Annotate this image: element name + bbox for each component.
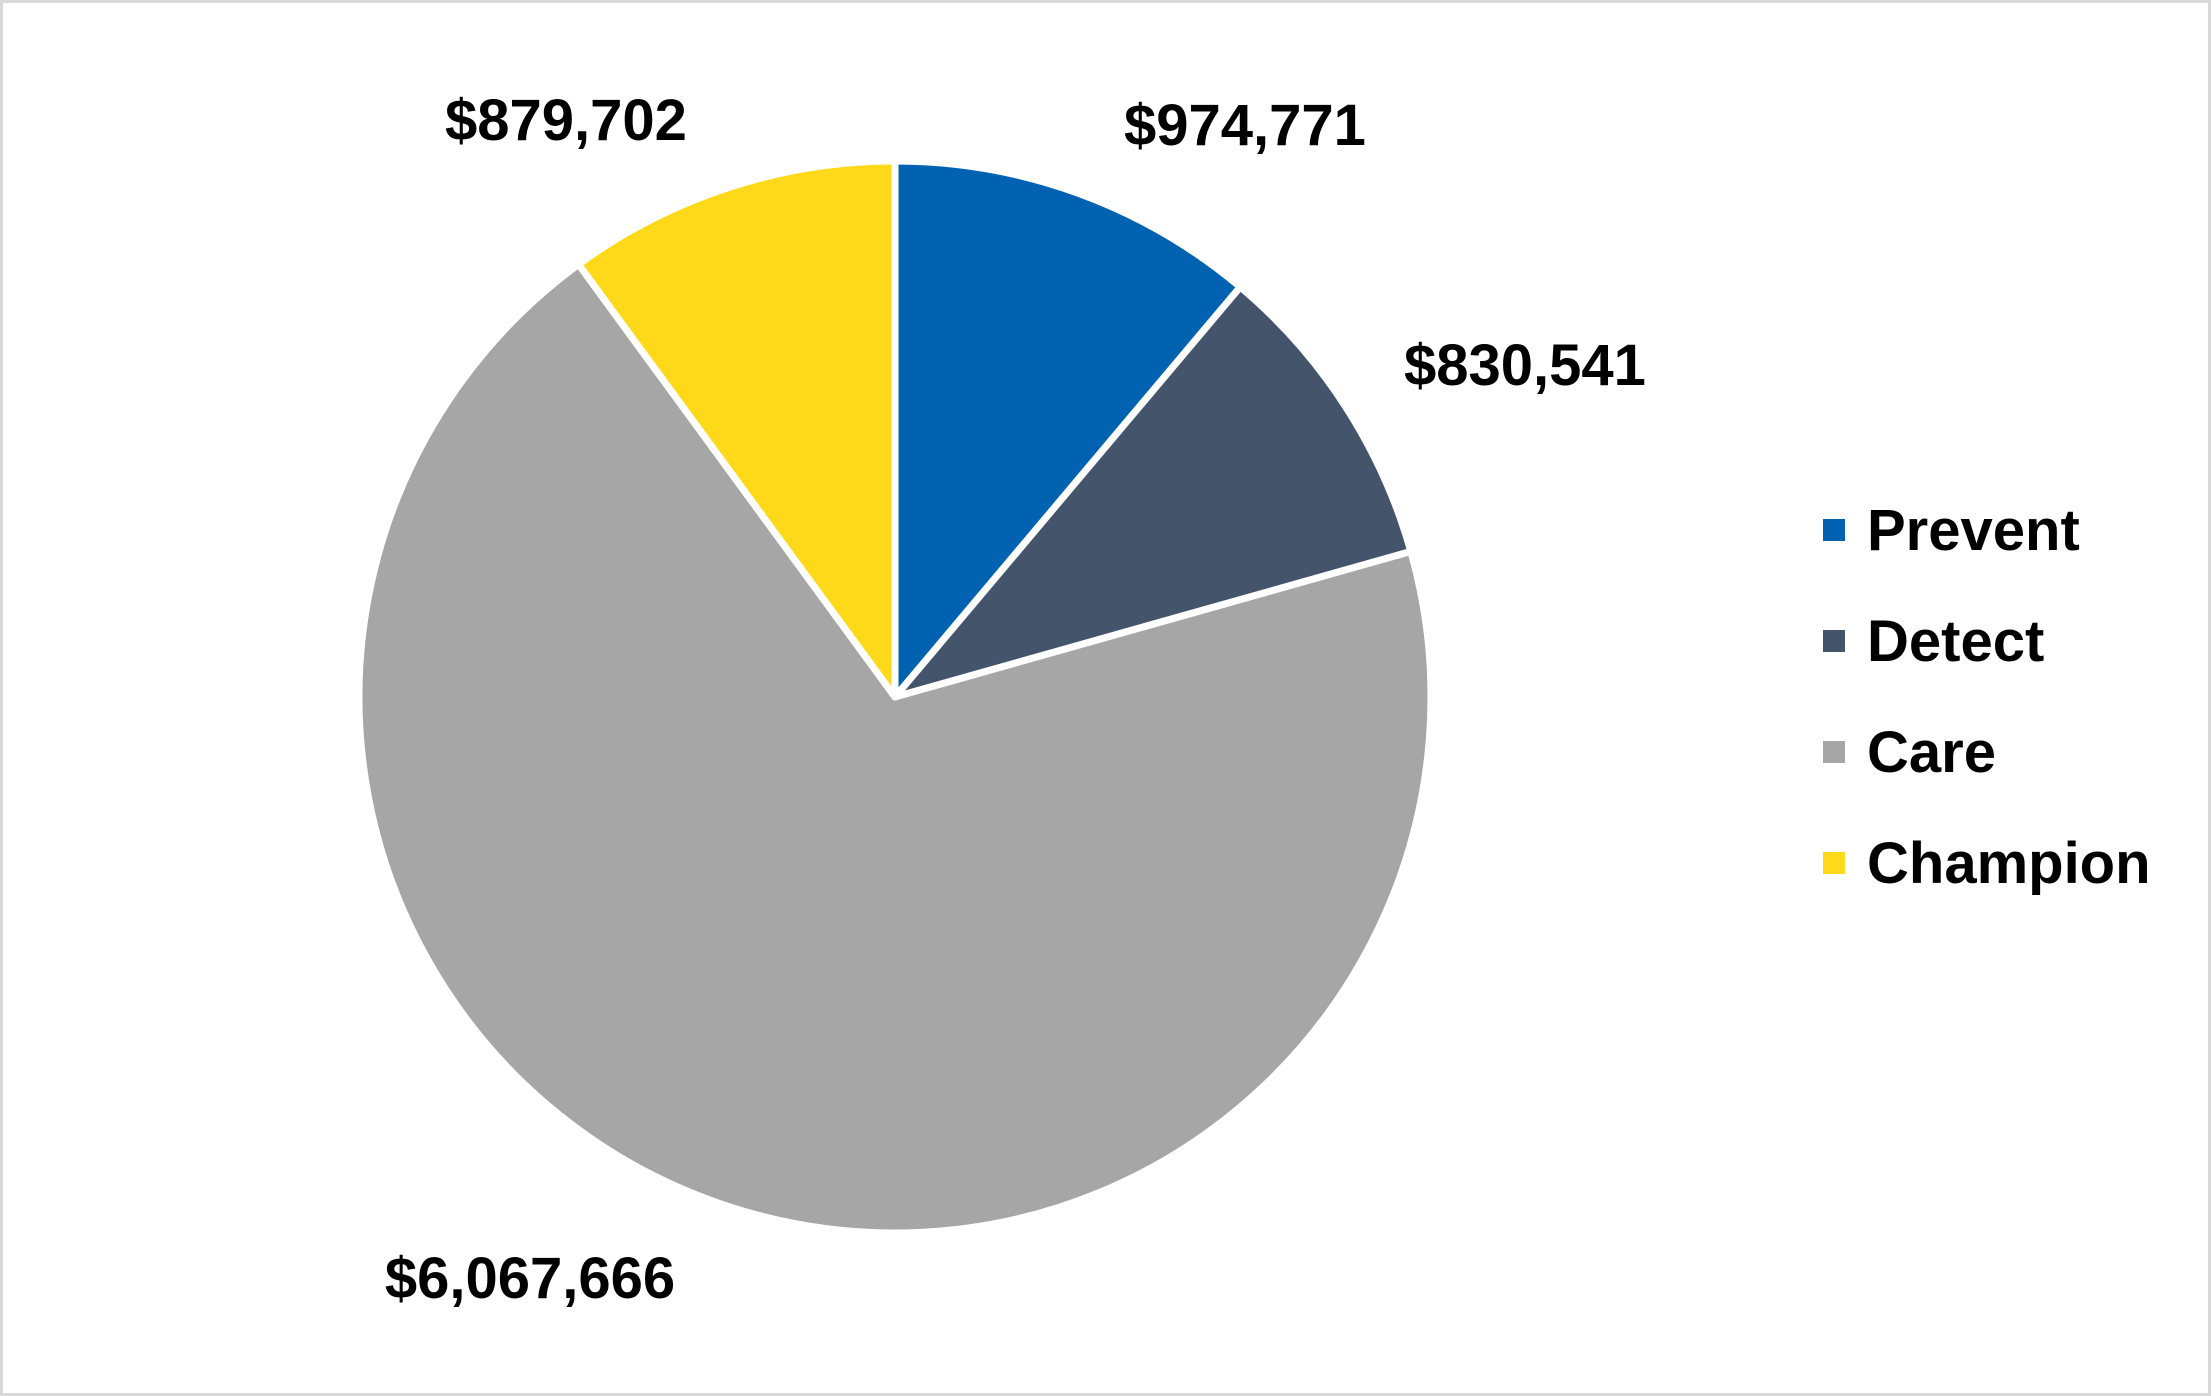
slice-label-prevent: $974,771 bbox=[1124, 93, 1366, 158]
legend-label-detect: Detect bbox=[1867, 609, 2044, 674]
legend-label-prevent: Prevent bbox=[1867, 498, 2080, 563]
legend-swatch-care bbox=[1823, 741, 1845, 763]
slice-labels: $974,771 $830,541 $6,067,666 $879,702 bbox=[385, 88, 1646, 1311]
legend-swatch-detect bbox=[1823, 630, 1845, 652]
legend-label-champion: Champion bbox=[1867, 831, 2151, 896]
legend-swatch-champion bbox=[1823, 852, 1845, 874]
slice-label-detect: $830,541 bbox=[1404, 333, 1646, 398]
slice-label-champion: $879,702 bbox=[445, 88, 687, 153]
legend-label-care: Care bbox=[1867, 720, 1996, 785]
legend-item-care: Care bbox=[1823, 720, 1996, 785]
legend: Prevent Detect Care Champion bbox=[1823, 498, 2151, 896]
slice-label-care: $6,067,666 bbox=[385, 1246, 675, 1311]
pie-slice-champion bbox=[575, 157, 899, 701]
legend-swatch-prevent bbox=[1823, 519, 1845, 541]
pie-slices bbox=[355, 157, 1435, 1237]
pie-slice-prevent bbox=[891, 157, 1244, 701]
legend-item-prevent: Prevent bbox=[1823, 498, 2080, 563]
pie-slice-care bbox=[355, 260, 1435, 1237]
legend-item-champion: Champion bbox=[1823, 831, 2151, 896]
pie-slice-detect bbox=[891, 283, 1415, 701]
legend-item-detect: Detect bbox=[1823, 609, 2044, 674]
